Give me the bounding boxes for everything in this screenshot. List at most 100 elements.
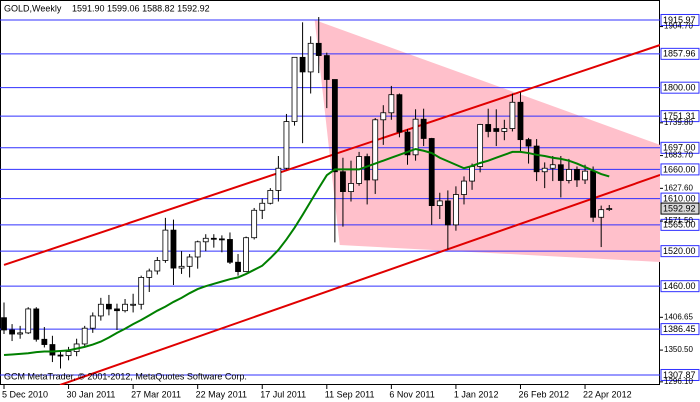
level-label: 1857.96	[663, 49, 696, 59]
candle-body	[574, 169, 580, 181]
candle-body	[436, 200, 443, 207]
candle-body	[533, 145, 540, 173]
candle-body	[525, 139, 532, 147]
y-tick-label: 1627.60	[664, 183, 693, 192]
plot-area	[0, 17, 660, 385]
candle-body	[202, 237, 209, 243]
candle-body	[315, 42, 322, 56]
x-tick-label: 22 May 2011	[196, 389, 247, 399]
y-tick-label: 1350.50	[664, 345, 693, 354]
candle-body	[138, 277, 145, 305]
trendline	[59, 174, 660, 385]
candle-body	[25, 308, 32, 334]
y-tick-label: 1406.65	[664, 312, 693, 321]
candle-body	[372, 119, 379, 181]
candle-body	[509, 101, 516, 129]
level-label: 1751.31	[663, 111, 696, 121]
candle-body	[130, 303, 137, 306]
chart-title: GOLD,Weekly	[4, 3, 62, 13]
candle-body	[501, 128, 508, 132]
axis-area: 1915.97 1857.96 1800.00 1751.31 1697.00 1660.…	[2, 13, 700, 399]
level-label-box	[660, 110, 700, 123]
candle-body	[243, 237, 250, 272]
candle-body	[307, 42, 314, 73]
level-label-box	[660, 280, 700, 293]
candle-body	[186, 256, 193, 267]
candle-body	[9, 329, 15, 335]
level-label-box	[660, 47, 700, 60]
candle-body	[566, 169, 572, 181]
level-label-box	[660, 141, 700, 154]
candle-body	[65, 351, 72, 357]
candle-body	[323, 55, 330, 80]
candle-body	[453, 194, 459, 226]
level-label: 1697.00	[663, 143, 696, 153]
candle-body	[1, 317, 7, 331]
candle-body	[469, 166, 475, 182]
x-tick-label: 27 Mar 2011	[131, 389, 181, 399]
candle-body	[57, 354, 64, 357]
candle-body	[235, 261, 241, 272]
level-label-box	[660, 218, 700, 231]
level-label-box	[660, 323, 700, 336]
candle-body	[178, 265, 185, 269]
candle-body	[606, 208, 613, 210]
candle-body	[122, 303, 128, 312]
candle-body	[444, 200, 451, 226]
candle-body	[582, 170, 588, 181]
triangle-zone	[314, 19, 660, 262]
current-price-label: 1592.92	[663, 203, 696, 213]
level-label: 1460.00	[663, 281, 696, 291]
candle-body	[146, 270, 153, 278]
candle-body	[41, 338, 48, 345]
y-tick-label: 1296.10	[664, 377, 693, 386]
candle-body	[517, 101, 524, 141]
candle-body	[396, 94, 403, 133]
candle-body	[218, 238, 225, 241]
watermark: GCM MetaTrader, © 2001-2012, MetaQuotes …	[4, 371, 247, 381]
level-label: 1307.87	[663, 370, 696, 380]
level-label-box	[660, 245, 700, 258]
level-label-box	[660, 163, 700, 176]
chart-subtitle: 1591.90 1599.06 1588.82 1592.92	[72, 3, 210, 13]
x-tick-label: 5 Dec 2010	[2, 389, 48, 399]
x-tick-label: 22 Apr 2012	[583, 389, 632, 399]
level-label: 1660.00	[663, 164, 696, 174]
level-label: 1565.00	[663, 220, 696, 230]
candle-body	[259, 202, 266, 211]
candle-body	[97, 303, 104, 317]
candle-body	[291, 56, 298, 122]
level-label-box	[660, 81, 700, 94]
candle-body	[267, 190, 274, 204]
level-label: 1915.97	[663, 15, 696, 25]
candle-body	[364, 156, 371, 181]
level-label: 1386.45	[663, 324, 696, 334]
candle-body	[194, 241, 201, 258]
candle-body	[549, 164, 556, 169]
candle-body	[275, 167, 282, 191]
candle-body	[412, 118, 419, 156]
candle-body	[590, 170, 597, 218]
candle-body	[170, 229, 177, 269]
candle-body	[210, 237, 217, 240]
candle-body	[340, 171, 346, 192]
candle-body	[114, 308, 120, 312]
x-tick-label: 17 Jul 2011	[260, 389, 306, 399]
candle-body	[331, 79, 338, 173]
candle-body	[283, 121, 290, 169]
level-label: 1520.00	[663, 246, 696, 256]
level-label: 1800.00	[663, 83, 696, 93]
candle-body	[461, 180, 467, 195]
y-tick-label: 1904.70	[664, 22, 693, 31]
candle-body	[81, 327, 88, 345]
candle-body	[154, 260, 161, 272]
x-tick-label: 1 Jan 2012	[454, 389, 499, 399]
x-tick-label: 26 Feb 2012	[518, 389, 569, 399]
candle-body	[299, 56, 306, 73]
candle-body	[251, 209, 258, 239]
candle-body	[17, 332, 24, 335]
candle-body	[428, 138, 435, 207]
candle-body	[557, 164, 564, 181]
candle-body	[388, 94, 395, 114]
candle-body	[541, 167, 548, 173]
